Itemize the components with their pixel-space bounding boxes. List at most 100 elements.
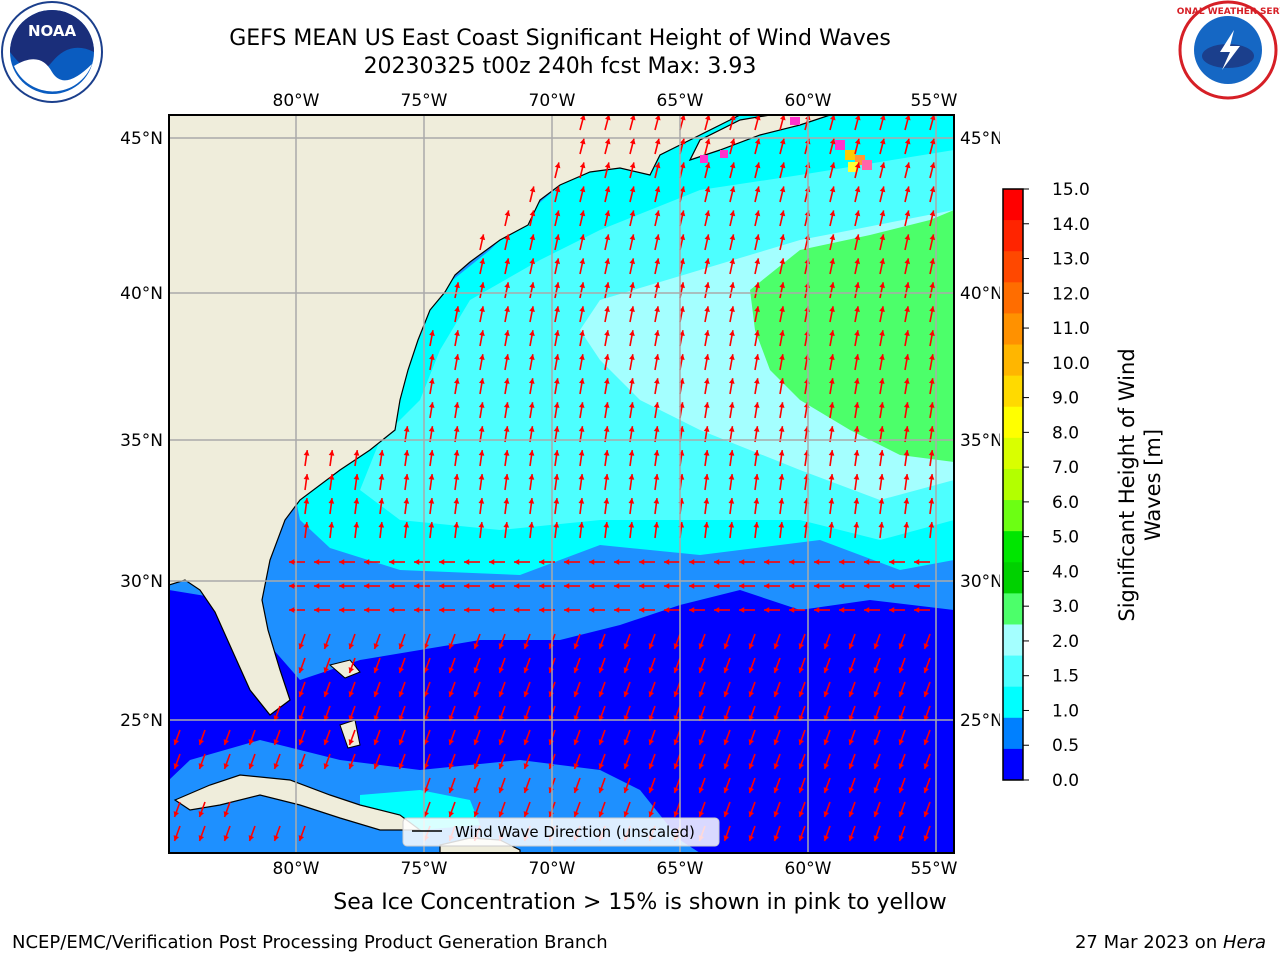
wave-direction-arrowhead [564, 583, 570, 589]
wave-direction-arrowhead [623, 739, 630, 746]
wave-direction-arrowhead [748, 691, 755, 698]
wave-direction-arrowhead [479, 330, 485, 336]
wave-direction-arrowhead [848, 811, 855, 818]
wave-direction-arrowhead [403, 474, 410, 480]
wave-direction-arrowhead [623, 643, 630, 650]
wave-direction-arrowhead [403, 450, 410, 456]
wave-direction-arrowhead [773, 835, 780, 842]
wave-direction-arrowhead [528, 474, 535, 480]
wave-direction-arrowhead [579, 234, 586, 241]
wave-direction-arrowhead [598, 811, 605, 818]
wave-direction-arrowhead [704, 186, 711, 193]
wave-direction-arrowhead [348, 667, 355, 674]
wave-direction-arrowhead [504, 306, 510, 313]
wave-direction-arrowhead [928, 378, 935, 384]
wave-direction-arrowhead [539, 607, 545, 613]
wave-direction-arrowhead [423, 763, 430, 770]
wave-direction-arrowhead [453, 474, 460, 480]
wave-direction-arrowhead [878, 450, 885, 456]
wave-direction-arrowhead [323, 739, 330, 746]
footer-machine: Hera [1222, 932, 1266, 953]
wave-direction-arrowhead [789, 583, 795, 589]
lon-label: 80°W [273, 91, 320, 111]
wave-direction-arrowhead [453, 522, 460, 528]
wave-direction-arrowhead [523, 739, 530, 746]
wave-direction-arrowhead [614, 559, 620, 565]
wave-direction-arrowhead [629, 234, 636, 241]
wave-direction-arrowhead [828, 474, 835, 480]
wave-direction-arrowhead [248, 835, 255, 842]
wave-direction-arrowhead [823, 811, 830, 818]
colorbar-tick-label: 8.0 [1052, 423, 1079, 443]
wave-direction-arrowhead [564, 559, 570, 565]
colorbar-tick-label: 0.0 [1052, 771, 1079, 791]
wave-direction-arrowhead [604, 306, 610, 313]
wave-direction-arrowhead [598, 691, 605, 698]
wave-direction-arrowhead [323, 667, 330, 674]
wave-direction-arrowhead [554, 162, 561, 169]
colorbar-tick-label: 1.0 [1052, 701, 1079, 721]
wave-direction-arrowhead [473, 667, 480, 674]
wave-direction-arrowhead [654, 234, 661, 241]
wave-direction-arrowhead [573, 691, 580, 698]
wave-direction-arrowhead [773, 763, 780, 770]
wave-direction-arrowhead [654, 354, 660, 360]
wave-direction-arrowhead [273, 739, 280, 746]
wave-direction-arrowhead [648, 787, 655, 794]
wave-direction-arrowhead [464, 559, 470, 565]
wave-direction-arrowhead [798, 691, 805, 698]
wave-direction-arrowhead [730, 115, 736, 121]
wave-direction-arrowhead [573, 763, 580, 770]
wave-direction-arrowhead [314, 607, 320, 613]
wave-direction-arrowhead [428, 426, 435, 432]
wave-direction-arrowhead [704, 258, 711, 265]
wave-direction-arrowhead [673, 691, 680, 698]
wave-direction-arrowhead [878, 426, 885, 432]
wave-direction-arrowhead [848, 691, 855, 698]
wave-direction-arrowhead [729, 186, 736, 193]
wave-direction-arrowhead [779, 258, 786, 265]
wave-direction-arrowhead [489, 607, 495, 613]
nws-logo: NATIONAL WEATHER SERVICE [1176, 0, 1280, 100]
wave-direction-arrowhead [373, 739, 380, 746]
map-plot: Wind Wave Direction (unscaled) 80°W 75°W… [120, 91, 1000, 879]
wave-direction-arrowhead [778, 402, 785, 408]
wave-direction-arrowhead [703, 402, 710, 408]
wave-direction-arrowhead [728, 498, 735, 504]
sea-ice-patch [720, 150, 728, 158]
lon-label: 60°W [785, 91, 832, 111]
wave-direction-arrowhead [423, 811, 430, 818]
wave-direction-arrowhead [698, 787, 705, 794]
wave-direction-arrowhead [223, 811, 230, 818]
wave-direction-arrowhead [289, 559, 295, 565]
colorbar-cell [1003, 282, 1023, 314]
sea-ice-patch [862, 160, 872, 170]
wave-direction-arrowhead [604, 162, 611, 169]
wave-direction-arrowhead [698, 763, 705, 770]
wave-direction-arrowhead [929, 330, 935, 336]
wave-direction-arrowhead [823, 763, 830, 770]
wave-direction-arrowhead [703, 522, 710, 528]
wave-direction-arrowhead [698, 667, 705, 674]
wave-direction-arrowhead [423, 667, 430, 674]
colorbar-cell [1003, 437, 1023, 470]
wave-direction-arrowhead [778, 474, 785, 480]
wave-direction-arrowhead [314, 559, 320, 565]
wave-direction-arrowhead [454, 330, 460, 336]
wave-direction-arrowhead [904, 210, 911, 217]
wave-direction-arrowhead [398, 691, 405, 698]
wave-direction-arrowhead [748, 667, 755, 674]
wave-direction-arrowhead [904, 282, 910, 289]
wave-direction-arrowhead [689, 559, 695, 565]
wave-direction-arrowhead [629, 162, 636, 169]
wave-direction-arrowhead [579, 186, 586, 193]
wave-direction-arrowhead [873, 739, 880, 746]
wave-direction-arrowhead [503, 450, 510, 456]
wave-direction-arrowhead [198, 763, 205, 770]
wave-direction-arrowhead [448, 811, 455, 818]
wave-direction-arrowhead [773, 787, 780, 794]
wave-direction-arrowhead [829, 234, 836, 241]
noaa-logo: NOAA [1, 1, 103, 103]
wave-direction-arrowhead [173, 835, 180, 842]
wave-direction-arrowhead [598, 763, 605, 770]
